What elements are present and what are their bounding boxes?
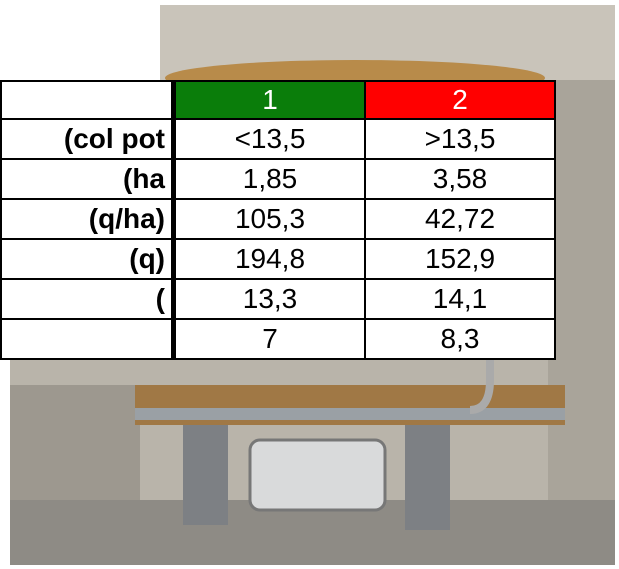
value-cell: >13,5 [364, 118, 556, 160]
value-cell: 13,3 [172, 278, 366, 320]
table-row: col pot) <13,5 >13,5 [0, 118, 556, 160]
row-label: (q) [0, 238, 176, 280]
row-label: col pot) [0, 118, 176, 160]
value-cell: 42,72 [364, 198, 556, 240]
corner-cell [0, 80, 176, 120]
row-label [0, 318, 176, 360]
value-cell: 8,3 [364, 318, 556, 360]
table-row: (q/ha) 105,3 42,72 [0, 198, 556, 240]
header-row: 1 2 [0, 80, 556, 120]
value-cell: 105,3 [172, 198, 366, 240]
row-label: (q/ha) [0, 198, 176, 240]
header-cell: 2 [364, 80, 556, 120]
table-row: ha) 1,85 3,58 [0, 158, 556, 200]
value-cell: 14,1 [364, 278, 556, 320]
value-cell: 3,58 [364, 158, 556, 200]
value-cell: <13,5 [172, 118, 366, 160]
value-cell: 1,85 [172, 158, 366, 200]
table-row: ) 13,3 14,1 [0, 278, 556, 320]
table-row: (q) 194,8 152,9 [0, 238, 556, 280]
row-label: ) [0, 278, 176, 320]
value-cell: 194,8 [172, 238, 366, 280]
header-cell: 1 [172, 80, 366, 120]
table-row: 7 8,3 [0, 318, 556, 360]
row-label: ha) [0, 158, 176, 200]
data-table: 1 2 col pot) <13,5 >13,5 ha) 1,85 3,58 (q/ha) 1… [0, 80, 556, 360]
value-cell: 7 [172, 318, 366, 360]
value-cell: 152,9 [364, 238, 556, 280]
